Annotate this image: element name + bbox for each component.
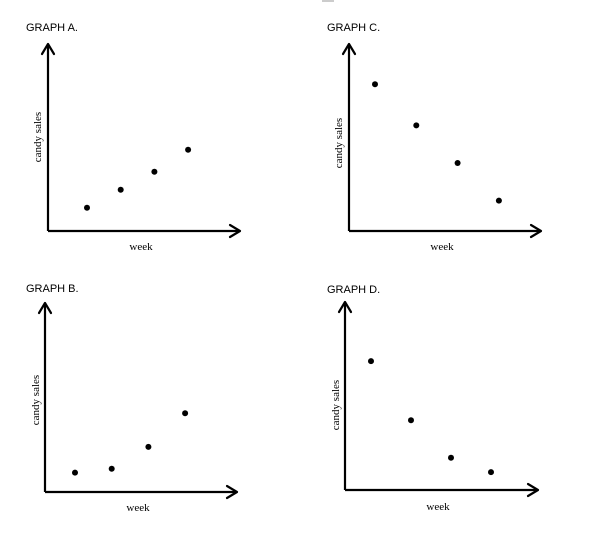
- graph-b: GRAPH B. week candy sales: [26, 283, 239, 514]
- graph-c-point-3: [454, 160, 461, 166]
- graph-d-point-3: [448, 454, 454, 461]
- graph-d-point-2: [408, 417, 414, 424]
- graph-a-y-label: candy sales: [32, 112, 44, 162]
- graph-c-point-1: [372, 81, 378, 88]
- graph-c-point-2: [413, 122, 420, 129]
- graph-d: GRAPH D. week candy sales: [327, 284, 540, 513]
- graph-a: GRAPH A. week candy sales: [26, 22, 242, 253]
- graph-a-point-3: [151, 168, 158, 175]
- graph-a-x-arrow: [228, 223, 242, 239]
- graph-d-x-label: week: [426, 501, 450, 513]
- graph-a-point-1: [84, 204, 90, 211]
- graph-c-title: GRAPH C.: [327, 22, 380, 34]
- graph-b-title: GRAPH B.: [26, 283, 79, 295]
- graph-b-x-label: week: [126, 502, 150, 514]
- graph-b-point-3: [145, 443, 152, 450]
- graph-c-y-label: candy sales: [333, 118, 345, 168]
- graph-b-x-arrow: [225, 484, 239, 500]
- graph-b-y-arrow: [37, 301, 53, 315]
- graph-a-title: GRAPH A.: [26, 22, 78, 34]
- graph-c-x-label: week: [430, 241, 454, 253]
- graph-a-y-arrow: [40, 42, 56, 56]
- graph-d-point-4: [488, 469, 494, 476]
- graph-a-point-4: [185, 146, 192, 153]
- graph-b-point-2: [108, 465, 115, 472]
- graph-b-point-1: [72, 469, 78, 476]
- graph-c-y-arrow: [341, 42, 357, 56]
- graph-b-point-4: [182, 410, 189, 417]
- graph-d-x-arrow: [526, 482, 540, 498]
- graph-a-x-label: week: [129, 241, 153, 253]
- graph-b-y-label: candy sales: [30, 375, 42, 425]
- graph-c-point-4: [495, 197, 502, 204]
- graph-c: GRAPH C. week candy sales: [327, 22, 543, 253]
- graph-a-point-2: [117, 186, 124, 193]
- graph-d-y-label: candy sales: [330, 380, 342, 430]
- graph-c-x-arrow: [529, 223, 543, 239]
- graph-d-title: GRAPH D.: [327, 284, 380, 296]
- graph-d-point-1: [368, 358, 374, 365]
- graph-d-y-arrow: [337, 300, 353, 314]
